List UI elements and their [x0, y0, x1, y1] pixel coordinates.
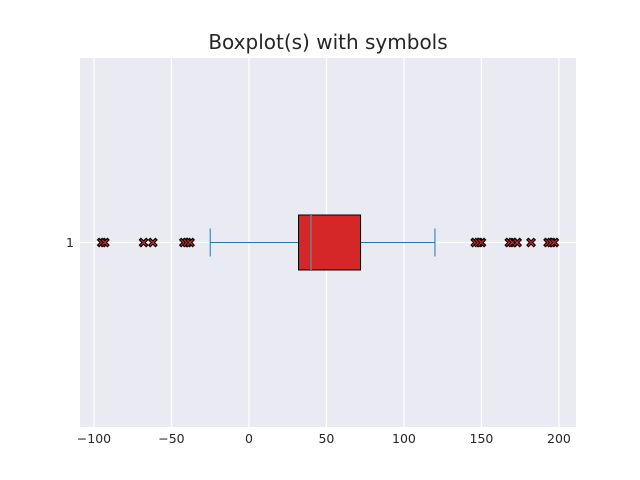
outlier-marker	[138, 237, 149, 248]
outlier-marker	[99, 237, 110, 248]
x-tick-label: 150	[470, 431, 494, 446]
outlier-marker	[526, 237, 537, 248]
iqr-box	[298, 214, 362, 271]
outlier-marker	[147, 237, 158, 248]
outlier-marker	[549, 237, 560, 248]
chart-title: Boxplot(s) with symbols	[208, 30, 447, 54]
outlier-marker	[476, 237, 487, 248]
x-tick-label: 50	[318, 431, 334, 446]
x-tick-label: 200	[547, 431, 571, 446]
box-layer	[96, 214, 560, 271]
outlier-marker	[512, 237, 523, 248]
x-tick-label: −50	[158, 431, 184, 446]
outlier-marker	[185, 237, 196, 248]
x-tick-label: −100	[77, 431, 111, 446]
x-tick-label: 0	[245, 431, 253, 446]
axis-ticks: −100 −50 0 50 100 150 200 1	[66, 235, 571, 446]
y-tick-label: 1	[66, 235, 74, 250]
x-tick-label: 100	[392, 431, 416, 446]
